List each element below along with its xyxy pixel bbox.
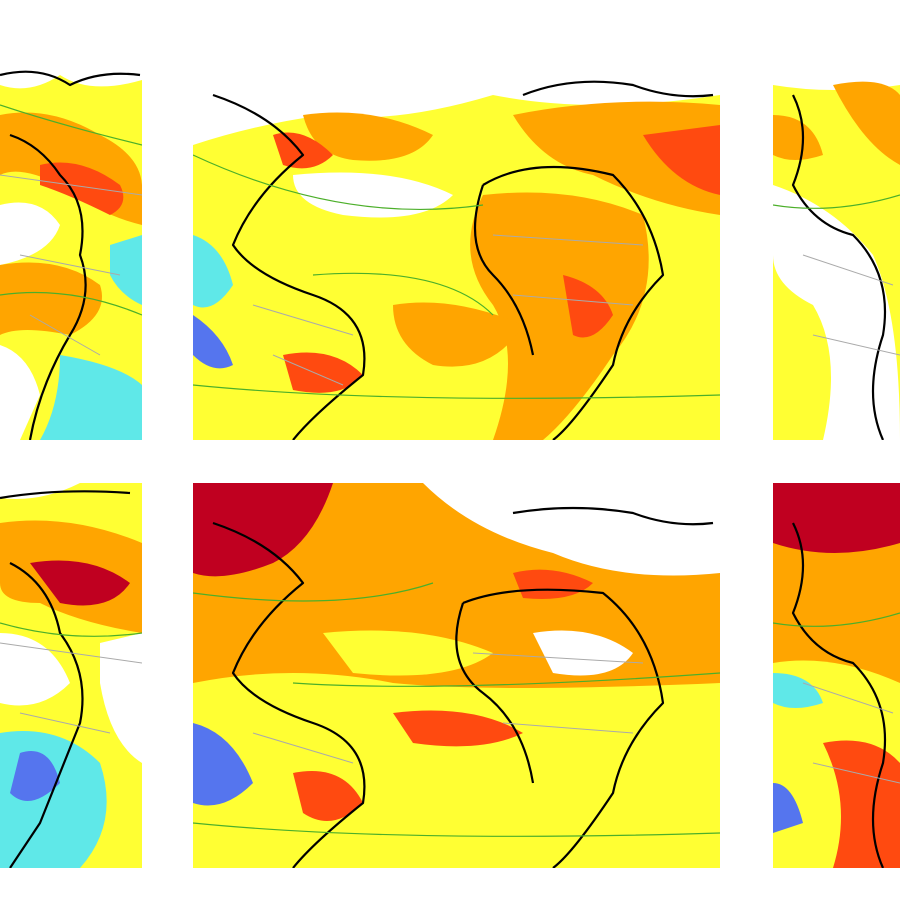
- map-panel: [193, 483, 720, 868]
- map-panel: [773, 55, 900, 440]
- map-panel: [0, 55, 142, 440]
- map-panel: [0, 483, 142, 868]
- map-panel: [773, 483, 900, 868]
- map-panel: [193, 55, 720, 440]
